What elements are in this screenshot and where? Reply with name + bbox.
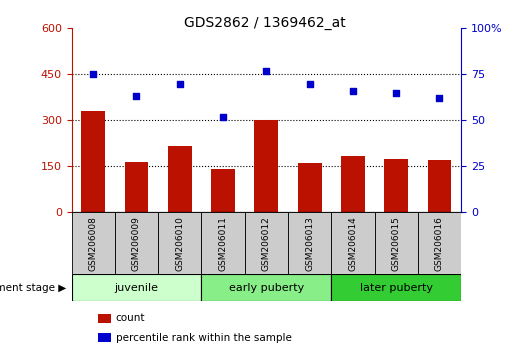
Bar xyxy=(125,162,148,212)
Text: GSM206010: GSM206010 xyxy=(175,216,184,271)
Point xyxy=(132,93,141,99)
Text: GSM206014: GSM206014 xyxy=(348,216,357,271)
Bar xyxy=(331,274,461,301)
Bar xyxy=(254,120,278,212)
Text: GSM206013: GSM206013 xyxy=(305,216,314,271)
Point xyxy=(305,81,314,86)
Text: GSM206008: GSM206008 xyxy=(89,216,98,271)
Bar xyxy=(81,111,105,212)
Bar xyxy=(211,170,235,212)
Bar xyxy=(115,212,158,274)
Point xyxy=(262,68,270,74)
Bar xyxy=(72,274,201,301)
Text: juvenile: juvenile xyxy=(114,282,158,293)
Text: GDS2862 / 1369462_at: GDS2862 / 1369462_at xyxy=(184,16,346,30)
Text: later puberty: later puberty xyxy=(360,282,432,293)
Point xyxy=(219,114,227,120)
Bar xyxy=(245,212,288,274)
Text: GSM206012: GSM206012 xyxy=(262,216,271,271)
Text: early puberty: early puberty xyxy=(229,282,304,293)
Bar xyxy=(341,156,365,212)
Bar xyxy=(375,212,418,274)
Text: percentile rank within the sample: percentile rank within the sample xyxy=(116,333,292,343)
Bar xyxy=(384,159,408,212)
Point xyxy=(89,72,98,77)
Bar xyxy=(201,274,331,301)
Bar xyxy=(72,212,115,274)
Bar xyxy=(158,212,201,274)
Bar xyxy=(168,147,192,212)
Point xyxy=(349,88,357,94)
Bar xyxy=(428,160,452,212)
Bar xyxy=(418,212,461,274)
Text: count: count xyxy=(116,313,145,323)
Text: GSM206009: GSM206009 xyxy=(132,216,141,271)
Text: development stage ▶: development stage ▶ xyxy=(0,282,66,293)
Bar xyxy=(201,212,245,274)
Bar xyxy=(331,212,375,274)
Point xyxy=(175,81,184,86)
Bar xyxy=(288,212,331,274)
Text: GSM206011: GSM206011 xyxy=(218,216,227,271)
Point xyxy=(435,96,444,101)
Text: GSM206016: GSM206016 xyxy=(435,216,444,271)
Text: GSM206015: GSM206015 xyxy=(392,216,401,271)
Point xyxy=(392,90,401,96)
Bar xyxy=(298,163,322,212)
